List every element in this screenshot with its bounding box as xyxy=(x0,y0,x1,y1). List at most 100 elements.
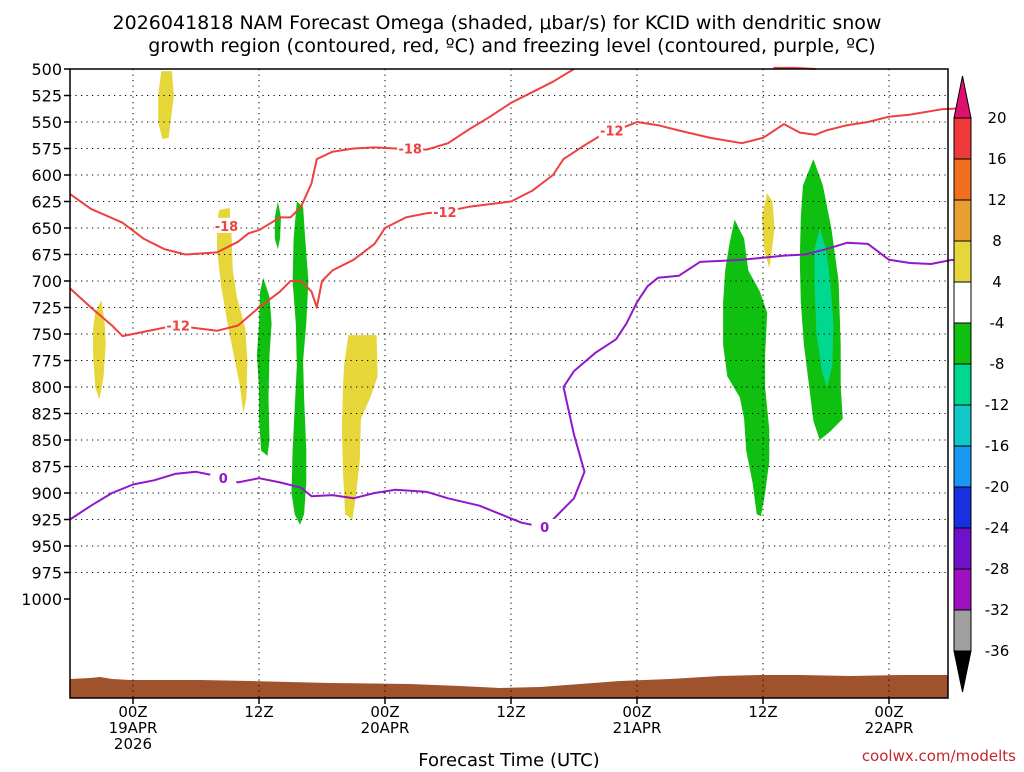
contour-label-cold-2-bg xyxy=(397,140,424,156)
contour-label-freezing-1-bg xyxy=(210,470,237,486)
colorbar: 20 16 12 8 4 -4 -8 -12 -16 -20 -24 -28 -32 -36 xyxy=(953,75,1010,693)
x-tick-label-36-0: 12Z xyxy=(496,703,525,721)
y-tick-label-650: 650 xyxy=(31,219,62,238)
colorbar-bin-9 xyxy=(953,445,972,488)
terrain-strip xyxy=(70,675,948,698)
colorbar-bin-12 xyxy=(953,568,972,611)
contour-label-freezing-1: 0 xyxy=(219,472,228,487)
x-tick-label-72-0: 00Z xyxy=(874,703,903,721)
omega-region-y1 xyxy=(158,71,174,139)
credit-text: coolwx.com/modelts xyxy=(862,747,1016,765)
chart-title-line2: growth region (contoured, red, ºC) and f… xyxy=(148,35,875,57)
gridlines xyxy=(70,69,948,698)
contour-dgz_minus18_upper xyxy=(69,68,575,256)
omega-shading xyxy=(93,71,843,525)
y-tick-label-725: 725 xyxy=(31,299,62,318)
colorbar-bin-10 xyxy=(953,486,972,529)
y-tick-label-900: 900 xyxy=(31,484,62,503)
colorbar-label-8: -16 xyxy=(985,437,1010,455)
contour-label-cold-1: -18 xyxy=(215,220,239,235)
colorbar-label-7: -12 xyxy=(985,396,1010,414)
contour-freezing_level xyxy=(69,241,963,528)
colorbar-bin-6 xyxy=(953,322,972,365)
y-tick-label-600: 600 xyxy=(31,166,62,185)
colorbar-label-9: -20 xyxy=(985,478,1010,496)
x-tick-label-24-1: 20APR xyxy=(361,719,410,737)
colorbar-bin-4 xyxy=(953,240,972,283)
omega-region-g2 xyxy=(274,201,281,250)
x-tick-label-24-0: 00Z xyxy=(370,703,399,721)
contour-lines xyxy=(69,66,963,528)
colorbar-label-0: 20 xyxy=(987,109,1006,127)
contour-label-freezing-2: 0 xyxy=(540,521,549,536)
y-tick-label-525: 525 xyxy=(31,87,62,106)
colorbar-label-12: -32 xyxy=(985,601,1010,619)
colorbar-arrow-top xyxy=(953,75,972,119)
y-tick-label-950: 950 xyxy=(31,537,62,556)
omega-region-g4 xyxy=(723,219,770,517)
x-tick-label-12-0: 12Z xyxy=(244,703,273,721)
colorbar-label-10: -24 xyxy=(985,519,1010,537)
omega-region-y3 xyxy=(217,207,248,414)
contour-label-warm-2-bg xyxy=(431,204,458,220)
contour-label-warm-1-bg xyxy=(165,317,192,333)
y-tick-label-875: 875 xyxy=(31,458,62,477)
colorbar-bin-1 xyxy=(953,117,972,160)
x-tick-label-48-0: 00Z xyxy=(622,703,651,721)
colorbar-label-11: -28 xyxy=(985,560,1010,578)
x-tick-label-48-1: 21APR xyxy=(613,719,662,737)
x-axis-label: Forecast Time (UTC) xyxy=(418,750,599,768)
colorbar-bin-8 xyxy=(953,404,972,447)
contour-label-warm-2: -12 xyxy=(433,206,457,221)
colorbar-label-2: 12 xyxy=(987,191,1006,209)
contour-labels: -18 -18 -12 -12 -12 0 0 xyxy=(165,122,625,536)
terrain-fill xyxy=(70,675,948,698)
y-tick-label-925: 925 xyxy=(31,511,62,530)
contour-label-cold-2: -18 xyxy=(398,143,422,158)
y-tick-label-750: 750 xyxy=(31,325,62,344)
y-tick-label-625: 625 xyxy=(31,193,62,212)
y-tick-label-775: 775 xyxy=(31,352,62,371)
contour-label-warm-1: -12 xyxy=(166,320,190,335)
y-tick-label-575: 575 xyxy=(31,140,62,159)
y-axis-ticks: 500 525 550 575 600 625 650 675 700 725 750 775 800 8… xyxy=(21,60,70,609)
y-tick-label-800: 800 xyxy=(31,378,62,397)
omega-region-y2 xyxy=(93,300,106,400)
colorbar-label-4: 4 xyxy=(992,273,1002,291)
x-tick-label-0-2: 2026 xyxy=(114,735,152,753)
colorbar-label-3: 8 xyxy=(992,232,1002,250)
x-tick-label-0-1: 19APR xyxy=(109,719,158,737)
y-tick-label-1000: 1000 xyxy=(21,590,62,609)
y-tick-label-700: 700 xyxy=(31,272,62,291)
chart-title-line1: 2026041818 NAM Forecast Omega (shaded, μ… xyxy=(113,12,882,34)
colorbar-arrow-bottom xyxy=(953,650,972,693)
colorbar-bin-11 xyxy=(953,527,972,570)
omega-region-y4 xyxy=(341,335,378,520)
x-tick-label-72-1: 22APR xyxy=(865,719,914,737)
y-tick-label-500: 500 xyxy=(31,60,62,79)
y-tick-label-550: 550 xyxy=(31,113,62,132)
y-tick-label-850: 850 xyxy=(31,431,62,450)
colorbar-label-6: -8 xyxy=(990,355,1005,373)
colorbar-bin-7 xyxy=(953,363,972,406)
x-tick-label-0-0: 00Z xyxy=(118,703,147,721)
contour-dgz_minus12_lower xyxy=(69,107,963,338)
contour-label-freezing-2-bg xyxy=(531,518,558,534)
y-tick-label-975: 975 xyxy=(31,564,62,583)
omega-region-g3 xyxy=(291,201,309,525)
contour-label-warm-3-bg xyxy=(598,122,625,138)
colorbar-label-5: -4 xyxy=(990,314,1005,332)
contour-label-cold-1-bg xyxy=(213,217,240,233)
y-tick-label-675: 675 xyxy=(31,246,62,265)
colorbar-bin-3 xyxy=(953,199,972,242)
omega-region-y5 xyxy=(761,193,775,269)
colorbar-bin-13 xyxy=(953,609,972,652)
plot-frame xyxy=(69,68,949,699)
colorbar-label-1: 16 xyxy=(987,150,1006,168)
colorbar-bin-5 xyxy=(953,281,972,324)
contour-label-warm-3: -12 xyxy=(600,124,624,139)
y-tick-label-825: 825 xyxy=(31,405,62,424)
omega-region-g1 xyxy=(256,277,272,456)
